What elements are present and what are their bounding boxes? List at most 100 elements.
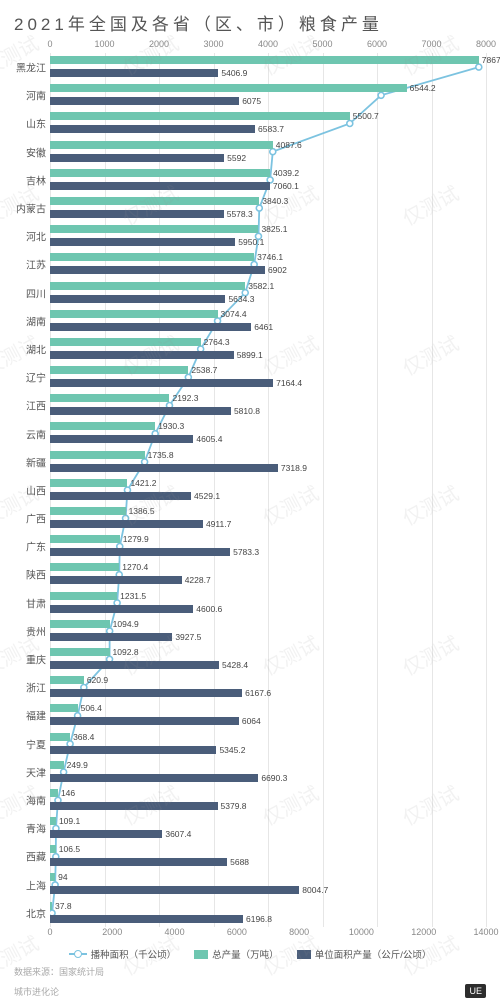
province-label: 江苏 — [0, 257, 46, 272]
province-row: 天津249.96690.3 — [50, 758, 486, 786]
province-label: 湖北 — [0, 341, 46, 356]
province-label: 湖南 — [0, 313, 46, 328]
bar-yield-value: 4529.1 — [194, 491, 220, 501]
province-row: 北京37.86196.8 — [50, 899, 486, 927]
bar-total-value: 1386.5 — [129, 506, 155, 516]
bar-yield — [50, 802, 218, 810]
bar-total-value: 5500.7 — [353, 111, 379, 121]
bar-yield-value: 4600.6 — [196, 604, 222, 614]
footer-credit: 城市进化论 — [14, 985, 59, 998]
province-row: 贵州1094.93927.5 — [50, 617, 486, 645]
grid-line — [486, 53, 487, 927]
legend-area-label: 播种面积（千公顷） — [91, 947, 177, 961]
bar-total — [50, 761, 64, 769]
bar-total — [50, 112, 350, 120]
axis-bottom: 02000400060008000100001200014000 — [50, 927, 486, 941]
bar-yield-value: 6196.8 — [246, 914, 272, 924]
bar-total-value: 4039.2 — [273, 168, 299, 178]
axis-tick: 10000 — [349, 927, 374, 937]
province-row: 湖北2764.35899.1 — [50, 335, 486, 363]
bar-total — [50, 394, 169, 402]
ue-badge: UE — [465, 984, 486, 998]
province-row: 黑龙江7867.75406.9 — [50, 53, 486, 81]
province-row: 山东5500.76583.7 — [50, 109, 486, 137]
bar-yield — [50, 774, 258, 782]
bar-yield — [50, 633, 172, 641]
bar-yield — [50, 435, 193, 443]
bar-total-value: 7867.7 — [482, 55, 500, 65]
bar-total — [50, 563, 119, 571]
bar-total-value: 6544.2 — [410, 83, 436, 93]
province-label: 宁夏 — [0, 736, 46, 751]
bar-total — [50, 84, 407, 92]
axis-tick: 3000 — [203, 39, 223, 49]
bar-total — [50, 507, 126, 515]
bar-total-value: 506.4 — [81, 703, 102, 713]
province-row: 青海109.13607.4 — [50, 814, 486, 842]
bar-yield — [50, 492, 191, 500]
province-row: 江苏3746.16902 — [50, 250, 486, 278]
bar-total-value: 1735.8 — [148, 450, 174, 460]
province-row: 重庆1092.85428.4 — [50, 645, 486, 673]
legend-area: 播种面积（千公顷） — [69, 947, 177, 961]
bar-total — [50, 197, 259, 205]
bar-total-value: 249.9 — [67, 760, 88, 770]
bar-yield-value: 5406.9 — [221, 68, 247, 78]
province-label: 浙江 — [0, 680, 46, 695]
bar-total-value: 37.8 — [55, 901, 72, 911]
bar-yield-value: 5810.8 — [234, 406, 260, 416]
province-label: 福建 — [0, 708, 46, 723]
province-row: 辽宁2538.77164.4 — [50, 363, 486, 391]
bar-total — [50, 592, 117, 600]
province-row: 西藏106.55688 — [50, 842, 486, 870]
axis-tick: 0 — [47, 39, 52, 49]
bar-total — [50, 648, 110, 656]
bar-total-value: 1279.9 — [123, 534, 149, 544]
bar-total — [50, 789, 58, 797]
province-row: 上海948004.7 — [50, 870, 486, 898]
bar-yield-value: 6075 — [242, 96, 261, 106]
bar-yield-value: 6690.3 — [261, 773, 287, 783]
bar-yield — [50, 154, 224, 162]
province-row: 云南1930.34605.4 — [50, 419, 486, 447]
bar-total — [50, 310, 218, 318]
legend-yield: 单位面积产量（公斤/公顷） — [297, 947, 432, 961]
axis-tick: 8000 — [476, 39, 496, 49]
bar-total-value: 1421.2 — [130, 478, 156, 488]
bar-yield-value: 4605.4 — [196, 434, 222, 444]
bar-yield — [50, 266, 265, 274]
bar-yield-value: 4911.7 — [206, 519, 231, 529]
bar-yield — [50, 915, 243, 923]
bar-yield — [50, 379, 273, 387]
axis-tick: 14000 — [473, 927, 498, 937]
bar-yield-value: 7060.1 — [273, 181, 299, 191]
bar-yield-value: 6167.6 — [245, 688, 271, 698]
bar-yield — [50, 238, 235, 246]
bar-total — [50, 845, 56, 853]
province-label: 黑龙江 — [0, 60, 46, 75]
bar-yield-value: 5592 — [227, 153, 246, 163]
province-label: 吉林 — [0, 172, 46, 187]
bar-total — [50, 676, 84, 684]
province-label: 广东 — [0, 539, 46, 554]
bar-total — [50, 422, 155, 430]
province-row: 广东1279.95783.3 — [50, 532, 486, 560]
chart-rows: 黑龙江7867.75406.9河南6544.26075山东5500.76583.… — [50, 53, 486, 927]
bar-yield — [50, 464, 278, 472]
province-label: 云南 — [0, 426, 46, 441]
bar-total-value: 3746.1 — [257, 252, 283, 262]
bar-total-value: 106.5 — [59, 844, 80, 854]
axis-top: 010002000300040005000600070008000 — [50, 39, 486, 53]
province-row: 湖南3074.46461 — [50, 307, 486, 335]
axis-tick: 6000 — [227, 927, 247, 937]
bar-yield-value: 6902 — [268, 265, 287, 275]
axis-tick: 4000 — [258, 39, 278, 49]
province-label: 天津 — [0, 764, 46, 779]
bar-yield — [50, 407, 231, 415]
bar-yield-value: 5379.8 — [221, 801, 247, 811]
bar-total-value: 620.9 — [87, 675, 108, 685]
province-label: 上海 — [0, 877, 46, 892]
province-label: 北京 — [0, 905, 46, 920]
chart-area: 010002000300040005000600070008000 黑龙江786… — [0, 39, 500, 941]
bar-total-value: 2192.3 — [172, 393, 198, 403]
